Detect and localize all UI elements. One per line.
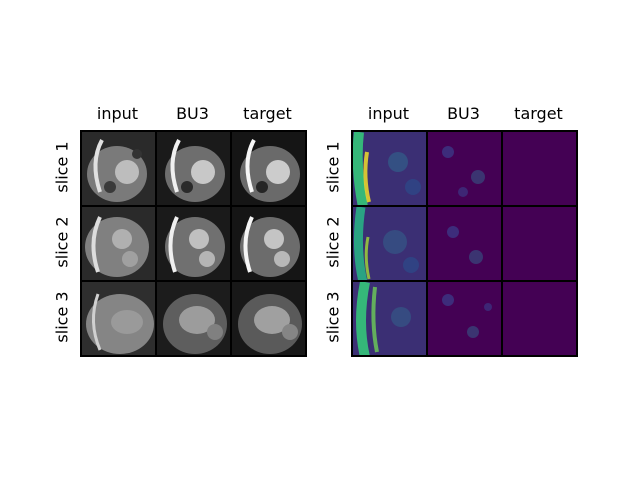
right-row-label-slice-2: slice 2 (323, 216, 343, 268)
right-row-label-slice-1: slice 1 (323, 141, 343, 193)
gray-cell-slice1-bu3 (156, 131, 231, 206)
error-cell-slice3-target (502, 281, 577, 356)
left-row-label-slice-3: slice 3 (52, 291, 72, 343)
error-map-grid (351, 130, 578, 357)
gray-cell-slice1-target (231, 131, 306, 206)
error-cell-slice3-input (352, 281, 427, 356)
right-col-label-target: target (514, 104, 563, 123)
gray-cell-slice3-input (81, 281, 156, 356)
gray-cell-slice2-target (231, 206, 306, 281)
gray-cell-slice3-target (231, 281, 306, 356)
error-cell-slice2-bu3 (427, 206, 502, 281)
error-cell-slice1-input (352, 131, 427, 206)
error-cell-slice3-bu3 (427, 281, 502, 356)
left-row-label-slice-2: slice 2 (52, 216, 72, 268)
right-col-label-input: input (367, 104, 410, 123)
right-col-label-bu3: BU3 (447, 104, 480, 123)
gray-cell-slice2-bu3 (156, 206, 231, 281)
left-col-label-target: target (243, 104, 292, 123)
left-col-label-input: input (96, 104, 139, 123)
error-cell-slice2-target (502, 206, 577, 281)
gray-cell-slice3-bu3 (156, 281, 231, 356)
error-cell-slice1-target (502, 131, 577, 206)
gray-cell-slice1-input (81, 131, 156, 206)
error-cell-slice1-bu3 (427, 131, 502, 206)
left-row-label-slice-1: slice 1 (52, 141, 72, 193)
error-cell-slice2-input (352, 206, 427, 281)
grayscale-image-grid (80, 130, 307, 357)
gray-cell-slice2-input (81, 206, 156, 281)
left-col-label-bu3: BU3 (176, 104, 209, 123)
right-row-label-slice-3: slice 3 (323, 291, 343, 343)
